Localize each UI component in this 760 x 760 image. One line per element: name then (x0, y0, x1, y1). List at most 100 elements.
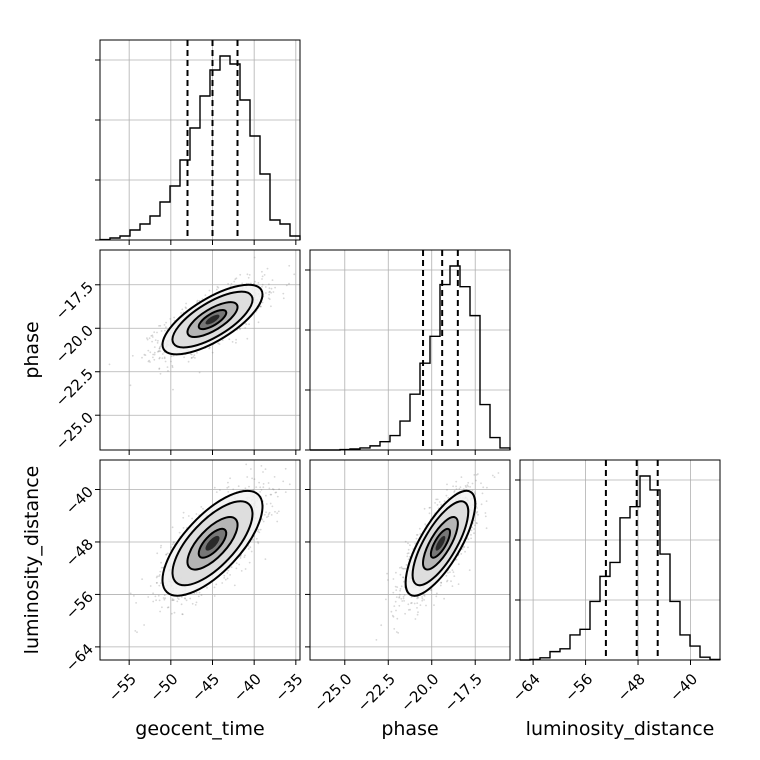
sample-point (429, 589, 432, 591)
sample-point (182, 516, 185, 519)
sample-point (158, 575, 160, 578)
sample-point (469, 486, 471, 488)
sample-point (475, 522, 478, 524)
sample-point (424, 523, 427, 525)
sample-point (485, 527, 488, 530)
sample-point (159, 546, 162, 549)
x-tick-label: −64 (509, 670, 544, 705)
sample-point (240, 570, 243, 572)
sample-point (395, 596, 398, 598)
sample-point (176, 597, 179, 599)
sample-point (204, 294, 207, 297)
sample-point (194, 604, 197, 606)
contour-line (171, 290, 254, 349)
sample-point (428, 512, 431, 515)
sample-point (407, 542, 409, 545)
sample-point (171, 366, 174, 369)
sample-point (156, 350, 159, 353)
sample-point (195, 601, 198, 604)
sample-point (261, 278, 263, 280)
sample-point (264, 558, 267, 560)
sample-point (293, 273, 296, 276)
sample-point (158, 356, 161, 359)
sample-point (148, 337, 151, 340)
sample-point (451, 569, 454, 571)
sample-point (195, 513, 198, 515)
density-panel-luminosity_distance-vs-phase: −25.0−22.5−20.0−17.5 (305, 459, 511, 715)
sample-point (253, 256, 256, 259)
sample-point (438, 501, 441, 503)
sample-point (391, 614, 394, 617)
sample-point (268, 293, 270, 296)
sample-point (265, 511, 267, 514)
sample-point (167, 606, 170, 609)
sample-point (160, 330, 163, 332)
sample-point (385, 598, 387, 601)
sample-point (190, 357, 193, 359)
sample-point (229, 477, 232, 480)
sample-point (252, 538, 254, 541)
sample-point (184, 597, 187, 600)
sample-point (198, 299, 201, 302)
sample-point (276, 520, 279, 523)
sample-point (460, 476, 463, 478)
axis-frame (309, 249, 511, 451)
sample-point (169, 318, 172, 320)
sample-point (164, 597, 167, 600)
sample-point (160, 566, 163, 569)
sample-point (259, 528, 262, 531)
sample-point (235, 562, 238, 565)
sample-point (244, 554, 246, 557)
sample-point (221, 582, 224, 584)
sample-point (262, 520, 265, 523)
sample-point (416, 534, 419, 536)
contour-line (171, 500, 254, 587)
sample-point (268, 287, 271, 290)
y-axis-label: phase (21, 321, 43, 378)
sample-point (215, 491, 218, 493)
density-content (375, 472, 500, 641)
sample-point (194, 357, 196, 359)
sample-point (474, 492, 477, 495)
sample-point (393, 628, 396, 630)
sample-point (190, 353, 193, 356)
sample-point (439, 584, 442, 587)
sample-point (156, 575, 159, 578)
sample-point (206, 586, 208, 589)
sample-point (171, 364, 174, 367)
sample-point (446, 580, 448, 583)
sample-point (465, 486, 468, 488)
sample-point (177, 598, 180, 600)
density-panel-luminosity_distance-vs-geocent_time: −55 −50 −45 −40 −35−64−56−48−40 (62, 459, 307, 705)
sample-point (170, 360, 172, 363)
sample-point (216, 285, 219, 288)
sample-point (223, 577, 226, 579)
sample-point (264, 468, 267, 470)
sample-point (455, 488, 458, 490)
sample-point (467, 546, 469, 549)
sample-point (434, 502, 436, 504)
sample-point (187, 515, 190, 517)
sample-point (193, 354, 196, 357)
sample-point (215, 288, 218, 291)
sample-point (390, 610, 393, 613)
y-tick-label: −48 (62, 535, 97, 570)
sample-point (268, 487, 271, 490)
sample-point (400, 597, 403, 600)
sample-point (265, 494, 267, 497)
sample-point (269, 290, 271, 293)
sample-point (268, 511, 271, 514)
sample-point (246, 476, 249, 478)
sample-point (232, 488, 235, 491)
sample-point (288, 483, 291, 486)
sample-point (267, 297, 270, 300)
sample-point (172, 541, 175, 544)
sample-point (244, 487, 247, 490)
histogram-step-line (310, 265, 511, 451)
histogram-step-line (99, 55, 301, 241)
sample-point (471, 489, 474, 492)
sample-point (392, 615, 395, 618)
sample-point (285, 284, 288, 287)
x-tick-label: −17.5 (441, 670, 486, 715)
sample-point (395, 609, 397, 612)
